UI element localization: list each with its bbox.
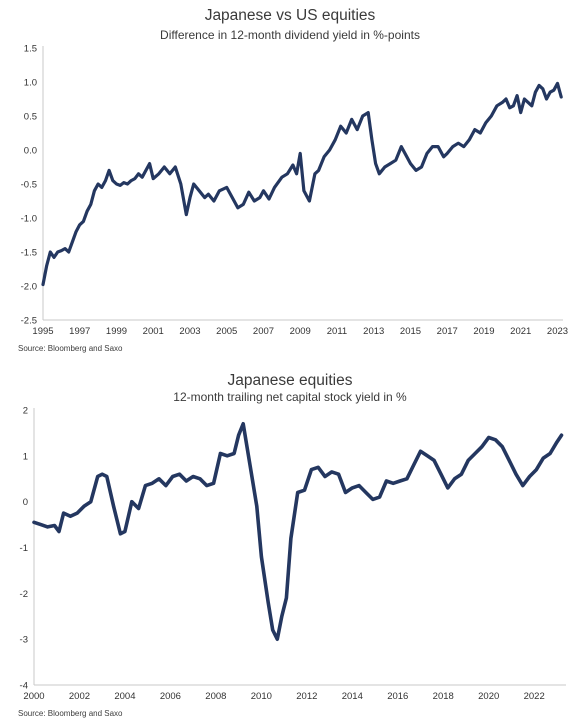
chart-panel-capital-stock-yield: Japanese equities 12-month trailing net … xyxy=(0,362,580,725)
y-tick-label: -4 xyxy=(20,681,28,692)
x-tick-label: 2000 xyxy=(23,691,44,702)
y-tick-label: -3 xyxy=(20,635,28,646)
y-tick-label: 1.5 xyxy=(24,44,37,55)
y-tick-label: 0 xyxy=(23,497,28,508)
x-tick-label: 2023 xyxy=(547,326,568,337)
chart-panel-dividend-yield: Japanese vs US equities Difference in 12… xyxy=(0,0,580,360)
x-tick-label: 2007 xyxy=(253,326,274,337)
x-tick-label: 2008 xyxy=(205,691,226,702)
x-tick-label: 2010 xyxy=(251,691,272,702)
y-tick-label: -1 xyxy=(20,543,28,554)
y-tick-label: -1.0 xyxy=(21,214,37,225)
x-tick-label: 2011 xyxy=(327,326,347,337)
x-tick-label: 1997 xyxy=(69,326,90,337)
series-line xyxy=(32,422,564,641)
source-note: Source: Bloomberg and Saxo xyxy=(18,709,123,718)
y-tick-label: 1.0 xyxy=(24,78,37,89)
x-tick-label: 2016 xyxy=(387,691,408,702)
chart-subtitle: Difference in 12-month dividend yield in… xyxy=(160,28,420,42)
y-tick-label: 0.0 xyxy=(24,146,37,157)
x-tick-label: 2002 xyxy=(69,691,90,702)
y-tick-label: -2.5 xyxy=(21,316,37,327)
x-tick-label: 2021 xyxy=(510,326,531,337)
x-tick-label: 2004 xyxy=(114,691,135,702)
x-tick-label: 2006 xyxy=(160,691,181,702)
x-tick-label: 2018 xyxy=(433,691,454,702)
x-tick-label: 1995 xyxy=(32,326,53,337)
source-note: Source: Bloomberg and Saxo xyxy=(18,344,123,353)
x-tick-label: 2022 xyxy=(524,691,545,702)
x-tick-label: 2005 xyxy=(216,326,237,337)
series-line xyxy=(41,81,563,287)
y-tick-label: -1.5 xyxy=(21,248,37,259)
x-tick-label: 2013 xyxy=(363,326,384,337)
x-tick-label: 2019 xyxy=(473,326,494,337)
x-tick-label: 2009 xyxy=(290,326,311,337)
x-tick-label: 1999 xyxy=(106,326,127,337)
y-tick-label: -2.0 xyxy=(21,282,37,293)
y-tick-label: 1 xyxy=(23,451,28,462)
chart-subtitle: 12-month trailing net capital stock yiel… xyxy=(173,390,407,404)
y-tick-label: 2 xyxy=(23,406,28,417)
x-tick-label: 2012 xyxy=(296,691,317,702)
chart-title: Japanese vs US equities xyxy=(204,7,376,24)
x-tick-label: 2003 xyxy=(179,326,200,337)
x-tick-label: 2017 xyxy=(437,326,458,337)
y-tick-label: 0.5 xyxy=(24,112,37,123)
x-tick-label: 2015 xyxy=(400,326,421,337)
chart-title: Japanese equities xyxy=(227,372,353,389)
x-tick-label: 2014 xyxy=(342,691,363,702)
y-tick-label: -2 xyxy=(20,589,28,600)
y-tick-label: -0.5 xyxy=(21,180,37,191)
x-tick-label: 2020 xyxy=(478,691,499,702)
x-tick-label: 2001 xyxy=(143,326,164,337)
